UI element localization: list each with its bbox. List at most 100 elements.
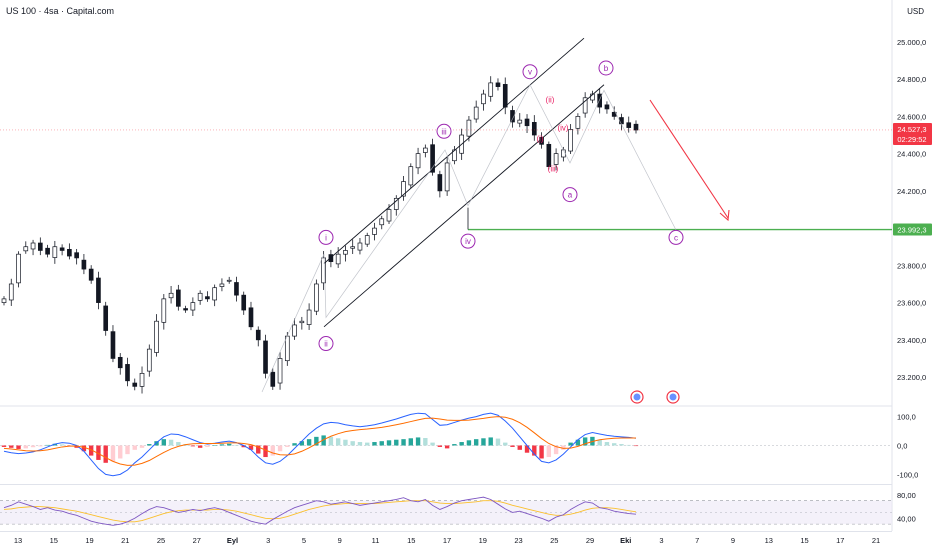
macd-histogram-bar <box>582 437 588 446</box>
time-tick-label: 13 <box>765 536 773 545</box>
wave-label-circle <box>318 229 334 245</box>
candle-body <box>386 209 392 222</box>
macd-histogram-bar <box>241 445 246 448</box>
time-tick-label: 3 <box>266 536 270 545</box>
macd-histogram-bar <box>147 444 152 446</box>
wave-label: ii <box>324 340 328 349</box>
rsi-line <box>3 496 637 526</box>
macd-histogram-bar <box>633 445 639 447</box>
candle-body <box>277 358 283 384</box>
candle-body <box>16 253 21 284</box>
economic-event-icon <box>633 393 641 401</box>
candle-body <box>255 329 261 341</box>
macd-histogram-bar <box>161 439 167 446</box>
wave-label: (iii) <box>548 165 559 174</box>
current-price-label: 24.527,3 <box>897 125 926 134</box>
macd-histogram-bar <box>270 445 275 456</box>
candle-body <box>415 153 421 169</box>
candle-body <box>37 242 43 251</box>
candle-body <box>335 253 341 265</box>
rsi-tick-label: 80,00 <box>897 491 916 500</box>
wave-label: v <box>528 68 532 77</box>
macd-histogram-bar <box>212 445 217 446</box>
macd-histogram-bar <box>357 442 363 446</box>
candle-body <box>81 259 87 270</box>
time-tick-label: 21 <box>121 536 129 545</box>
bar-countdown-label: 02:29:52 <box>897 135 926 144</box>
candle-body <box>59 247 65 251</box>
candle-body <box>306 309 312 325</box>
macd-histogram-bar <box>539 445 544 459</box>
candle-body <box>437 174 443 192</box>
macd-histogram-bar <box>263 445 268 458</box>
candle-body <box>132 382 138 387</box>
macd-histogram-bar <box>459 442 464 446</box>
macd-histogram-bar <box>343 439 348 446</box>
macd-histogram-bar <box>473 439 479 446</box>
current-price-badge <box>893 122 932 145</box>
macd-histogram-bar <box>423 438 428 446</box>
macd-histogram-bar <box>546 445 552 458</box>
candle-body <box>553 153 559 165</box>
macd-histogram-bar <box>575 439 581 446</box>
wave-label-circle <box>460 233 476 249</box>
price-tick-label: 24.200,0 <box>897 187 926 196</box>
time-tick-label: 9 <box>338 536 342 545</box>
macd-histogram-bar <box>532 445 537 456</box>
candle-body <box>197 292 203 301</box>
candle-body <box>212 287 217 301</box>
macd-histogram-bar <box>619 444 624 446</box>
macd-tick-label: -100,0 <box>897 470 918 479</box>
time-tick-label: 17 <box>443 536 451 545</box>
candle-body <box>241 294 247 311</box>
macd-histogram-bar <box>139 445 145 448</box>
macd-histogram-bar <box>256 445 261 454</box>
projection-arrow-head <box>719 209 730 222</box>
time-tick-label: 27 <box>193 536 201 545</box>
macd-histogram-bar <box>154 441 159 446</box>
macd-histogram-bar <box>118 445 123 459</box>
price-tick-label: 23.800,0 <box>897 261 926 270</box>
wave-label: c <box>674 233 678 242</box>
price-tick-label: 24.600,0 <box>897 112 926 121</box>
candle-body <box>139 372 145 387</box>
candle-body <box>488 82 494 97</box>
candle-body <box>183 308 188 311</box>
macd-histogram-bar <box>401 439 406 446</box>
candle-body <box>626 122 632 128</box>
macd-signal-line <box>3 416 636 466</box>
time-tick-label: 17 <box>836 536 844 545</box>
time-tick-label: 3 <box>659 536 663 545</box>
macd-histogram-bar <box>277 445 283 452</box>
macd-tick-label: 100,0 <box>897 413 916 422</box>
macd-histogram-bar <box>306 439 312 446</box>
candle-body <box>117 356 123 369</box>
candle-body <box>190 302 196 311</box>
rsi-ma-line <box>3 500 637 523</box>
price-tick-label: 23.200,0 <box>897 373 926 382</box>
macd-histogram-bar <box>205 445 210 447</box>
candle-body <box>168 292 174 299</box>
macd-histogram-bar <box>415 437 421 446</box>
macd-histogram-bar <box>96 445 101 460</box>
candle-body <box>219 283 225 287</box>
candle-body <box>379 218 385 226</box>
candle-body <box>161 298 167 323</box>
candle-body <box>292 324 297 337</box>
macd-histogram-bar <box>321 435 326 446</box>
time-tick-label: 15 <box>407 536 415 545</box>
macd-histogram-bar <box>219 444 225 446</box>
candle-body <box>423 147 428 153</box>
candle-body <box>8 283 14 301</box>
price-tick-label: 25.000,0 <box>897 38 926 47</box>
macd-histogram-bar <box>394 439 399 446</box>
macd-histogram-bar <box>52 443 58 446</box>
candle-body <box>575 116 581 129</box>
candle-body <box>444 162 450 192</box>
candle-body <box>350 246 356 249</box>
candle-body <box>619 117 624 125</box>
macd-histogram-bar <box>335 438 341 446</box>
candle-body <box>502 84 508 108</box>
candle-body <box>299 320 305 324</box>
